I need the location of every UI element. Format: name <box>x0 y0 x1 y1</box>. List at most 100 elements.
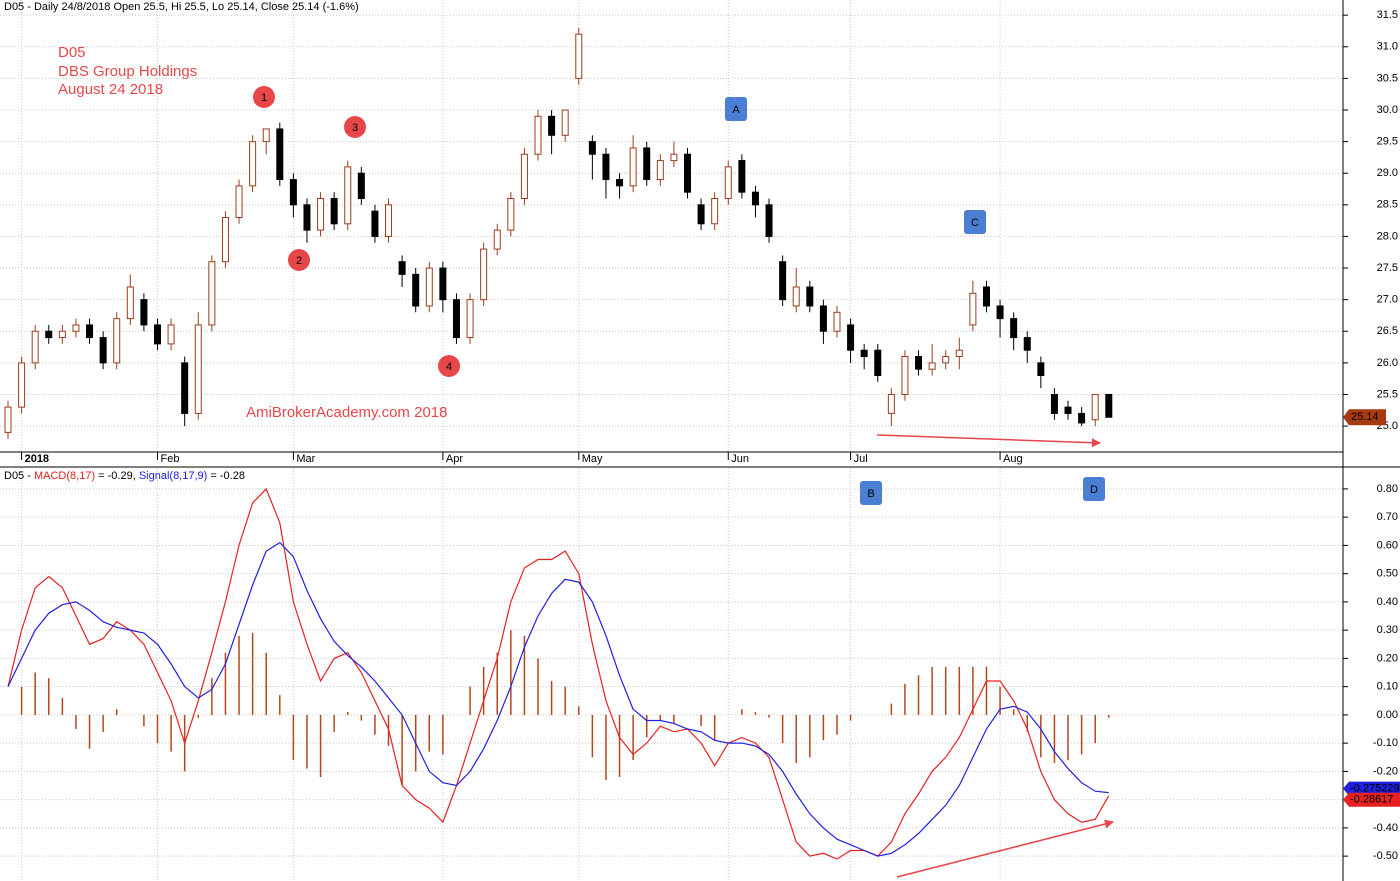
candle-body <box>140 299 148 326</box>
candle-body <box>167 324 175 345</box>
annotation-label: 3 <box>352 122 358 134</box>
candle-body <box>819 305 827 332</box>
candle-body <box>86 324 94 339</box>
y-tick-label: 0.50 <box>1377 568 1398 580</box>
candle-body <box>1078 412 1086 424</box>
candle-body <box>439 267 447 301</box>
y-tick-label: 0.30 <box>1377 624 1398 636</box>
annotation-marker <box>860 481 882 505</box>
annotation-label: 4 <box>446 361 452 373</box>
candle-body <box>765 204 773 237</box>
x-tick-label: Jun <box>731 453 749 465</box>
candle-body <box>221 216 229 263</box>
candle-body <box>1105 393 1113 418</box>
candle-body <box>697 204 705 225</box>
legend-macd: MACD(8,17) <box>34 470 95 482</box>
y-tick-label: 28.0 <box>1377 230 1398 242</box>
last-value-label: -0.275229 <box>1350 783 1400 795</box>
annotation-marker <box>288 249 310 271</box>
last-price-label: 25.14 <box>1351 411 1379 423</box>
legend-signal-value: = -0.28 <box>210 470 245 482</box>
y-tick-label: 0.40 <box>1377 596 1398 608</box>
y-tick-label: 30.5 <box>1377 72 1398 84</box>
candle-body <box>887 393 895 414</box>
x-tick-label: Apr <box>446 453 463 465</box>
candle-body <box>1023 337 1031 351</box>
candle-body <box>982 286 990 307</box>
candle-body <box>779 261 787 301</box>
candle-body <box>915 356 923 370</box>
candle-body <box>751 191 759 206</box>
annotation-marker <box>964 210 986 234</box>
y-tick-label: 28.5 <box>1377 199 1398 211</box>
y-tick-label: 26.5 <box>1377 325 1398 337</box>
y-tick-label: -0.20 <box>1373 765 1398 777</box>
candle-body <box>317 198 325 231</box>
candle-body <box>1037 362 1045 377</box>
candle-body <box>969 292 977 326</box>
candle-body <box>847 324 855 351</box>
y-tick-label: 0.10 <box>1377 681 1398 693</box>
candle-body <box>792 286 800 307</box>
annotation-label: 2 <box>296 255 302 267</box>
x-tick-label: 2018 <box>25 453 49 465</box>
y-tick-label: -0.50 <box>1373 850 1398 862</box>
x-tick-label: Mar <box>296 453 315 465</box>
price-badge <box>1343 409 1386 426</box>
candle-body <box>724 166 732 200</box>
candle-body <box>153 324 161 345</box>
candle-body <box>113 318 121 364</box>
annotation-label: 1 <box>261 92 267 104</box>
legend-macd-value: = -0.29, <box>98 470 136 482</box>
candle-body <box>276 128 284 181</box>
price-title: D05 - Daily 24/8/2018 Open 25.5, Hi 25.5… <box>4 1 359 13</box>
last-value-label: -0.28617 <box>1350 794 1393 806</box>
annotation-label: A <box>732 104 740 116</box>
watermark: AmiBrokerAcademy.com 2018 <box>246 404 447 421</box>
candle-body <box>181 362 189 414</box>
candle-body <box>425 267 433 307</box>
value-badge <box>1343 792 1400 807</box>
annotation-marker <box>253 86 275 108</box>
candle-body <box>4 406 12 433</box>
candle-body <box>289 179 297 206</box>
candle-body <box>806 286 814 307</box>
candle-body <box>357 172 365 200</box>
candle-body <box>398 261 406 275</box>
y-tick-label: 0.80 <box>1377 483 1398 495</box>
y-tick-label: 0.60 <box>1377 539 1398 551</box>
x-tick-label: Feb <box>160 453 179 465</box>
candle-body <box>262 128 270 143</box>
candle-body <box>72 324 80 332</box>
candle-body <box>602 153 610 181</box>
y-tick-label: 25.5 <box>1377 388 1398 400</box>
y-tick-label: 29.0 <box>1377 167 1398 179</box>
divergence-arrow <box>876 434 1101 448</box>
annotation-marker <box>344 116 366 138</box>
y-tick-label: 0.70 <box>1377 511 1398 523</box>
candle-body <box>99 337 107 364</box>
y-tick-label: 0.20 <box>1377 652 1398 664</box>
candle-body <box>58 330 66 339</box>
candle-body <box>548 115 556 136</box>
candle-body <box>249 141 257 187</box>
x-tick-label: May <box>582 453 603 465</box>
candle-body <box>901 356 909 395</box>
candle-body <box>874 349 882 377</box>
candle-body <box>1050 393 1058 414</box>
series-line <box>7 487 1110 860</box>
macd-title: D05 - MACD(8,17) = -0.29, Signal(8,17,9)… <box>4 470 245 482</box>
candle-body <box>534 115 542 155</box>
candle-body <box>1064 406 1072 414</box>
candle-body <box>575 33 583 79</box>
candle-body <box>833 311 841 332</box>
candle-body <box>371 210 379 237</box>
series-line <box>7 541 1109 857</box>
candle-body <box>996 305 1004 320</box>
candle-body <box>711 198 719 225</box>
annotation-marker <box>1083 477 1105 501</box>
candle-body <box>208 261 216 326</box>
